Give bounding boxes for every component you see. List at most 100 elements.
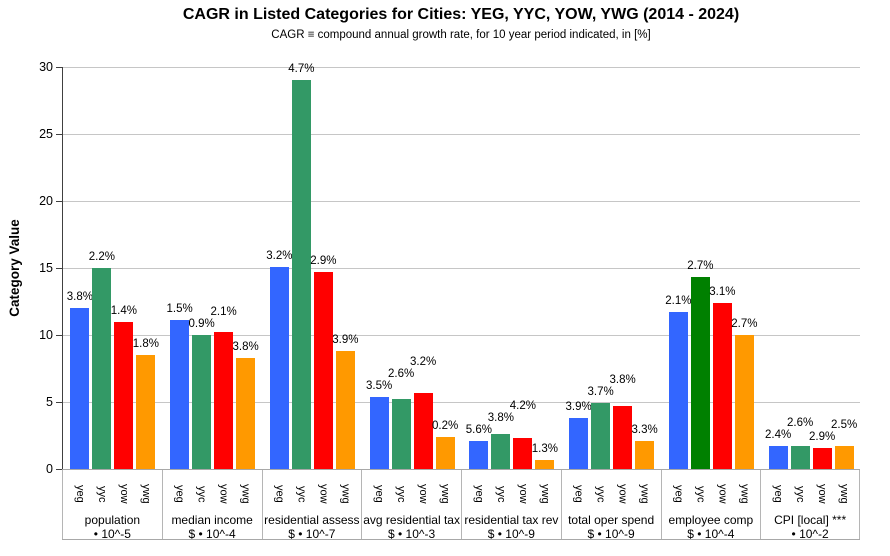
city-tick-label: ywg [738, 484, 751, 504]
category-unit-label: $ • 10^-9 [587, 527, 635, 541]
city-tick-label: yeg [472, 485, 485, 503]
bar-residential-assess-yow [313, 272, 333, 469]
city-tick-label: yyc [694, 485, 707, 503]
bar-value-label: 3.7% [587, 386, 614, 399]
y-tick-mark [56, 468, 63, 470]
bar-value-label: 2.4% [765, 429, 792, 442]
bar-value-label: 2.2% [88, 251, 115, 263]
category-unit-label: $ • 10^-4 [687, 527, 735, 541]
bar-CPI-local--yyc [790, 446, 810, 469]
chart-title: CAGR in Listed Categories for Cities: YE… [182, 6, 740, 23]
city-tick-label: yyc [794, 485, 807, 503]
bar-value-label: 0.9% [188, 318, 215, 330]
y-tick-mark [56, 133, 63, 135]
category-label: median income [171, 513, 253, 527]
plot-area: 0 5 10 15 20 25 30 3.8% 2.2% 1.4% 1.8% 1.5% 0.9% 2.1%… [39, 60, 860, 476]
bar-residential-assess-yyc [291, 80, 311, 469]
city-tick-label: yeg [73, 485, 86, 503]
gridline [63, 334, 860, 336]
bar-total-oper-spend-ywg [635, 440, 655, 469]
gridline [63, 401, 860, 403]
city-tick-label: yow [217, 484, 230, 504]
bar-value-label: 4.2% [509, 399, 536, 412]
bar-value-label: 1.4% [110, 304, 137, 317]
y-tick-label: 15 [39, 261, 53, 275]
category-cell: avg residential tax $ • 10^-3 yeg yyc yow ywg [361, 470, 461, 541]
bar-population-yyc [92, 268, 112, 469]
city-tick-label: yeg [273, 485, 286, 503]
bar-median-income-yyc [192, 335, 212, 469]
bar-avg-residential-tax-ywg [435, 436, 455, 469]
bar-value-label: 2.7% [687, 260, 714, 273]
bar-value-label: 3.9% [565, 401, 592, 414]
category-cell: population • 10^-5 yeg yyc yow ywg [62, 470, 162, 541]
bar-value-label: 1.5% [166, 303, 193, 316]
bar-value-label: 3.2% [266, 249, 293, 262]
y-tick-mark [56, 401, 63, 403]
city-tick-label: yow [716, 484, 729, 504]
city-tick-label: yyc [494, 485, 507, 503]
y-tick-mark [56, 267, 63, 269]
city-tick-label: yow [117, 484, 130, 504]
bar-employee-comp-yeg [668, 312, 688, 469]
category-cell: median income $ • 10^-4 yeg yyc yow ywg [161, 470, 262, 541]
bar-median-income-yeg [170, 320, 190, 469]
y-tick-mark [56, 200, 63, 202]
bar-value-label: 5.6% [465, 423, 492, 436]
category-cell: employee comp $ • 10^-4 yeg yyc yow ywg [660, 470, 761, 541]
city-tick-label: yow [616, 484, 629, 504]
y-tick-label: 30 [39, 60, 53, 74]
bar-value-label: 3.3% [631, 423, 658, 436]
category-unit-label: $ • 10^-7 [288, 527, 336, 541]
category-label: CPI [local] *** [774, 513, 847, 527]
y-tick-mark [56, 334, 63, 336]
category-label: residential tax rev [464, 513, 559, 527]
city-tick-label: yeg [772, 485, 785, 503]
city-tick-label: ywg [538, 484, 551, 504]
bar-residential-tax-rev-yyc [491, 434, 511, 469]
bar-value-label: 2.7% [731, 318, 758, 330]
city-tick-label: yow [317, 484, 330, 504]
city-tick-label: ywg [439, 484, 452, 504]
category-unit-label: $ • 10^-9 [487, 527, 535, 541]
gridline [63, 267, 860, 269]
category-label: employee comp [668, 513, 754, 527]
gridline [63, 133, 860, 135]
bar-residential-assess-ywg [335, 351, 355, 469]
category-unit-label: $ • 10^-4 [188, 527, 236, 541]
category-unit-label: $ • 10^-3 [388, 527, 436, 541]
y-tick-label: 0 [46, 462, 53, 476]
gridline [63, 200, 860, 202]
city-tick-label: yyc [195, 485, 208, 503]
bar-residential-tax-rev-ywg [535, 459, 555, 469]
bar-residential-assess-yeg [269, 266, 289, 469]
bar-value-label: 3.8% [66, 291, 93, 304]
city-tick-label: yyc [95, 485, 108, 503]
bar-median-income-yow [214, 332, 234, 469]
bar-value-label: 3.8% [609, 374, 636, 387]
city-tick-label: ywg [239, 484, 252, 504]
bar-value-label: 2.6% [388, 367, 415, 380]
bar-value-label: 0.2% [432, 419, 459, 432]
bar-population-ywg [136, 355, 156, 469]
category-unit-label: • 10^-5 [93, 527, 131, 541]
bar-value-label: 2.1% [210, 306, 237, 318]
bar-value-label: 2.6% [787, 417, 814, 430]
bar-value-label: 3.9% [332, 334, 359, 347]
city-tick-label: yeg [572, 485, 585, 503]
city-tick-label: yeg [672, 485, 685, 503]
category-label: population [84, 513, 141, 527]
category-label: residential assess [264, 513, 360, 527]
city-tick-label: yow [516, 484, 529, 504]
bar-total-oper-spend-yow [613, 406, 633, 469]
bar-residential-tax-rev-yeg [469, 440, 489, 469]
gridline [63, 66, 860, 68]
city-tick-label: ywg [638, 484, 651, 504]
category-cell: total oper spend $ • 10^-9 yeg yyc yow ywg [560, 470, 661, 541]
y-tick-label: 25 [39, 127, 53, 141]
city-tick-label: ywg [838, 484, 851, 504]
city-tick-label: ywg [339, 484, 352, 504]
city-tick-label: ywg [139, 484, 152, 504]
bar-value-label: 3.2% [410, 355, 437, 368]
